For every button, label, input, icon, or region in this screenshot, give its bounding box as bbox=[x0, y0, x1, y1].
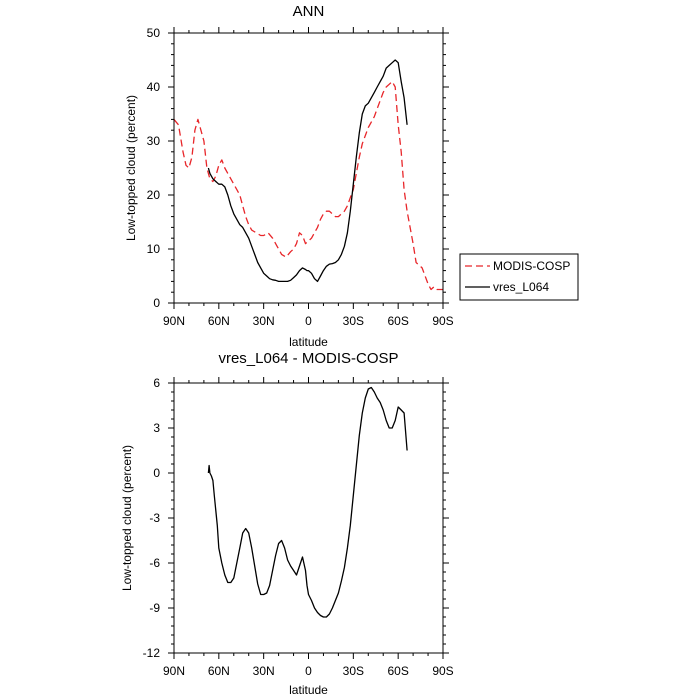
bottom-y-axis-label: Low-topped cloud (percent) bbox=[120, 445, 134, 591]
bottom-x-tick-label: 60S bbox=[387, 664, 408, 678]
top-plot-frame bbox=[173, 32, 444, 304]
top-series-line-modis-cosp bbox=[173, 80, 443, 291]
bottom-y-tick-label: -6 bbox=[149, 556, 160, 570]
bottom-y-tick-label: -12 bbox=[143, 646, 161, 660]
top-x-tick-label: 90N bbox=[163, 314, 185, 328]
bottom-x-tick-label: 30N bbox=[253, 664, 275, 678]
bottom-tick-labels-group: 90N 60N 30N 0 30S 60S 90S -12 -9 -6 -3 0 3 6 bbox=[143, 376, 454, 678]
bottom-y-tick-label: -3 bbox=[149, 511, 160, 525]
top-ticks-group bbox=[168, 27, 449, 309]
top-y-tick-label: 30 bbox=[147, 134, 161, 148]
bottom-series-line-series-0 bbox=[207, 386, 408, 618]
bottom-plot-frame bbox=[173, 382, 444, 654]
bottom-x-tick-label: 0 bbox=[305, 664, 312, 678]
top-x-tick-label: 60N bbox=[208, 314, 230, 328]
top-legend: MODIS-COSP vres_L064 bbox=[459, 253, 579, 301]
bottom-x-tick-label: 90N bbox=[163, 664, 185, 678]
bottom-y-tick-label: 0 bbox=[153, 466, 160, 480]
bottom-x-axis-label: latitude bbox=[289, 683, 328, 697]
bottom-y-tick-label: -9 bbox=[149, 601, 160, 615]
top-y-tick-label: 50 bbox=[147, 26, 161, 40]
bottom-x-tick-label: 60N bbox=[208, 664, 230, 678]
top-series-line-vres-l064 bbox=[207, 59, 408, 283]
top-x-axis-label: latitude bbox=[289, 335, 328, 349]
bottom-x-tick-label: 30S bbox=[343, 664, 364, 678]
legend-box bbox=[459, 253, 579, 301]
bottom-panel: vres_L064 - MODIS-COSP latitude Low-topp… bbox=[120, 350, 454, 697]
top-x-tick-label: 60S bbox=[387, 314, 408, 328]
bottom-series-group bbox=[207, 386, 408, 618]
top-panel: ANN latitude Low-topped cloud (percent) … bbox=[124, 3, 579, 349]
top-y-tick-label: 40 bbox=[147, 80, 161, 94]
bottom-y-tick-label: 3 bbox=[153, 421, 160, 435]
top-x-tick-label: 90S bbox=[432, 314, 453, 328]
top-x-tick-label: 30S bbox=[343, 314, 364, 328]
top-chart-title: ANN bbox=[293, 3, 325, 20]
legend-label-modis-cosp: MODIS-COSP bbox=[493, 259, 570, 273]
top-x-tick-label: 0 bbox=[305, 314, 312, 328]
top-y-tick-label: 20 bbox=[147, 188, 161, 202]
top-x-tick-label: 30N bbox=[253, 314, 275, 328]
top-y-tick-label: 10 bbox=[147, 242, 161, 256]
legend-label-vres-l064: vres_L064 bbox=[493, 280, 549, 294]
top-y-axis-label: Low-topped cloud (percent) bbox=[124, 95, 138, 241]
bottom-y-tick-label: 6 bbox=[153, 376, 160, 390]
top-y-tick-label: 0 bbox=[153, 296, 160, 310]
bottom-chart-title: vres_L064 - MODIS-COSP bbox=[218, 350, 398, 367]
bottom-ticks-group bbox=[168, 377, 449, 659]
top-series-group bbox=[173, 59, 443, 291]
bottom-x-tick-label: 90S bbox=[432, 664, 453, 678]
top-tick-labels-group: 90N 60N 30N 0 30S 60S 90S 0 10 20 30 40 50 bbox=[147, 26, 454, 328]
